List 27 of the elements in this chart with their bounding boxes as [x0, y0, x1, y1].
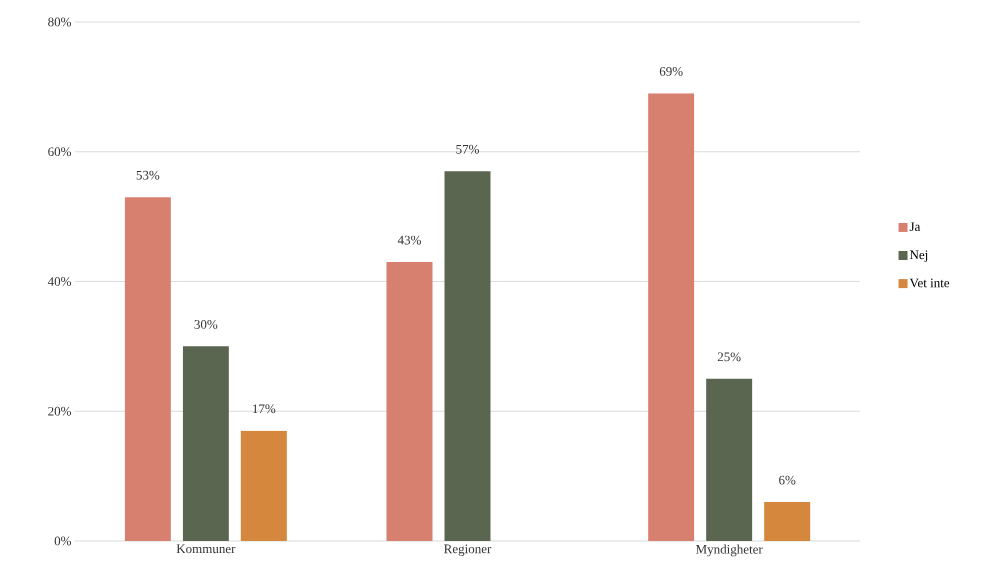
bar: [764, 502, 811, 541]
bar: [706, 378, 753, 541]
x-tick-label: Kommuner: [176, 544, 236, 554]
y-tick-label: 60%: [48, 147, 72, 157]
data-label: 17%: [253, 404, 276, 414]
data-label: 53%: [136, 170, 160, 180]
bar: [240, 430, 287, 541]
legend-label: Ja: [909, 222, 921, 232]
bar: [648, 93, 695, 541]
data-label: 43%: [397, 235, 421, 245]
data-label: 25%: [717, 352, 741, 362]
bar: [124, 197, 171, 541]
x-tick-label: Regioner: [444, 544, 492, 556]
legend-label: Nej: [909, 250, 928, 262]
data-label: 57%: [456, 144, 479, 154]
data-label: 30%: [194, 320, 218, 329]
y-tick-label: 0%: [54, 536, 72, 546]
y-tick-label: 40%: [47, 277, 72, 286]
bar: [444, 171, 491, 541]
legend-label: Vet inte: [909, 278, 950, 288]
data-label: 6%: [779, 475, 796, 485]
y-tick-label: 20%: [48, 406, 72, 416]
data-label: 69%: [659, 67, 683, 76]
y-tick-label: 80%: [48, 17, 72, 27]
bar: [386, 262, 433, 541]
bar: [182, 346, 229, 541]
x-tick-label: Myndigheter: [695, 544, 763, 557]
